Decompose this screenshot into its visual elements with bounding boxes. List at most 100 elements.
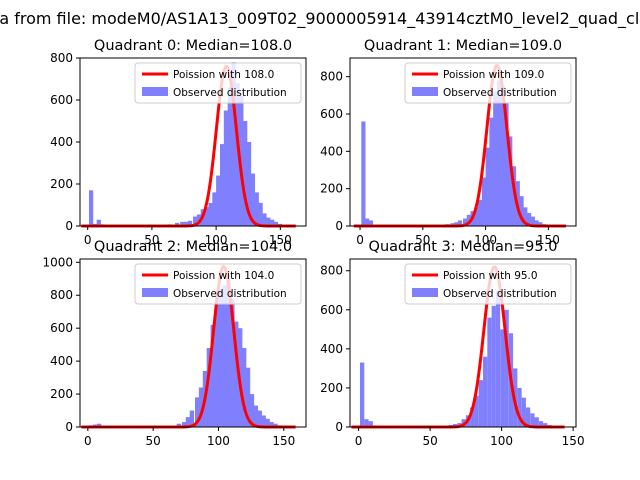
x-tick-label: 50	[415, 233, 430, 247]
axes-frame	[79, 258, 307, 428]
legend-hist-swatch	[142, 288, 168, 297]
x-tick-label: 0	[355, 434, 363, 448]
legend-hist-label: Observed distribution	[173, 87, 287, 99]
panel-quadrant-0: Quadrant 0: Median=108.0 0 50 100 150 0 200 400…	[50, 38, 307, 247]
histogram-bar	[241, 347, 247, 427]
histogram-bar	[253, 405, 259, 427]
histogram-bar	[223, 110, 229, 226]
histogram-bar	[504, 309, 509, 427]
y-tick-label: 600	[50, 93, 73, 107]
x-tick-label: 100	[474, 233, 497, 247]
histogram-bar	[454, 222, 459, 226]
y-tick-label: 800	[50, 51, 73, 65]
histogram-bar	[254, 192, 259, 226]
x-tick-label: 100	[207, 434, 230, 448]
y-tick-label: 0	[335, 219, 343, 233]
histogram-bar	[261, 415, 266, 427]
y-tick-label: 200	[50, 387, 73, 401]
legend-box	[134, 62, 302, 104]
y-tick-label: 0	[335, 420, 343, 434]
histogram-bar	[246, 142, 252, 226]
y-tick-label: 600	[320, 303, 343, 317]
histogram-bar	[478, 380, 484, 427]
x-axis-ticks: 0 50 100 150	[356, 226, 560, 247]
histogram-bar	[504, 102, 509, 226]
histogram-bar	[198, 387, 204, 427]
x-tick-label: 0	[84, 434, 92, 448]
x-tick-label: 150	[272, 434, 295, 448]
y-axis-ticks: 0 200 400 600 800	[50, 51, 80, 233]
x-axis-ticks: 0 50 100 150	[84, 226, 292, 247]
x-tick-label: 100	[205, 233, 228, 247]
histogram-bar	[527, 212, 532, 226]
histogram-bar	[534, 417, 539, 427]
histogram-bars	[88, 62, 295, 227]
histogram-bar	[194, 397, 200, 427]
y-tick-label: 800	[320, 264, 343, 278]
y-tick-label: 400	[320, 144, 343, 158]
histogram-bar	[500, 329, 505, 427]
histogram-bar	[250, 173, 256, 226]
histogram-bar	[543, 423, 548, 427]
histogram-bar	[269, 422, 274, 427]
histogram-bar	[258, 202, 263, 226]
y-axis-ticks: 0 200 400 600 800	[320, 264, 350, 434]
y-tick-label: 400	[50, 354, 73, 368]
histogram-bar	[245, 367, 251, 427]
histogram-bar	[368, 220, 373, 226]
histogram-bar	[474, 395, 479, 427]
histogram-bars	[89, 278, 286, 427]
panel-title: Quadrant 2: Median=104.0	[94, 239, 292, 255]
histogram-bar	[360, 362, 365, 427]
legend-curve-label: Poission with 95.0	[443, 270, 538, 282]
histogram-bars	[360, 290, 556, 427]
histogram-bar	[530, 216, 535, 226]
x-axis-ticks: 0 50 100 150	[355, 427, 585, 448]
histogram-bar	[235, 83, 240, 226]
y-tick-label: 800	[320, 70, 343, 84]
legend-box	[404, 62, 572, 104]
histogram-bar	[222, 285, 227, 427]
figure-suptitle: Data from file: modeM0/AS1A13_009T02_900…	[0, 9, 640, 29]
y-tick-label: 200	[50, 177, 73, 191]
histogram-bar	[175, 222, 180, 226]
histogram-bar	[273, 221, 279, 226]
y-tick-label: 200	[320, 182, 343, 196]
histogram-bar	[481, 177, 486, 226]
histogram-bar	[517, 387, 522, 427]
histogram-bar	[216, 175, 221, 226]
histogram-bar	[257, 410, 262, 427]
panel-title: Quadrant 3: Median=95.0	[369, 239, 558, 255]
y-tick-label: 1000	[42, 255, 73, 269]
histogram-bar	[534, 220, 539, 226]
histogram-bar	[474, 207, 479, 226]
x-tick-label: 0	[84, 233, 92, 247]
y-axis-ticks: 0 200 400 600 800 1000	[42, 255, 80, 434]
panel-quadrant-2: Quadrant 2: Median=104.0 0 50 100 150 0 200 400…	[42, 239, 307, 448]
histogram-bar	[489, 117, 494, 226]
legend: Poission with 109.0 Observed distribution	[404, 62, 572, 104]
legend-hist-swatch	[412, 87, 438, 96]
legend-hist-swatch	[142, 87, 168, 96]
legend-hist-label: Observed distribution	[173, 288, 287, 300]
histogram-bar	[262, 213, 267, 226]
legend: Poission with 95.0 Observed distribution	[404, 263, 572, 305]
histogram-bar	[193, 216, 198, 226]
legend: Poission with 108.0 Observed distribution	[134, 62, 302, 104]
histogram-bar	[523, 207, 528, 226]
x-tick-label: 50	[146, 434, 161, 448]
legend-curve-label: Poission with 108.0	[173, 69, 274, 81]
histogram-bar	[265, 418, 270, 427]
histogram-bar	[525, 407, 531, 427]
histogram-bar	[519, 196, 524, 226]
y-tick-label: 400	[320, 342, 343, 356]
histogram-bar	[231, 62, 236, 227]
histogram-bar	[189, 410, 195, 427]
histogram-bar	[365, 218, 370, 226]
panels: Quadrant 0: Median=108.0 0 50 100 150 0 200 400…	[42, 38, 584, 448]
histogram-bar	[361, 121, 366, 226]
x-tick-label: 0	[356, 233, 364, 247]
histogram-bar	[270, 219, 275, 226]
x-tick-label: 50	[422, 434, 437, 448]
